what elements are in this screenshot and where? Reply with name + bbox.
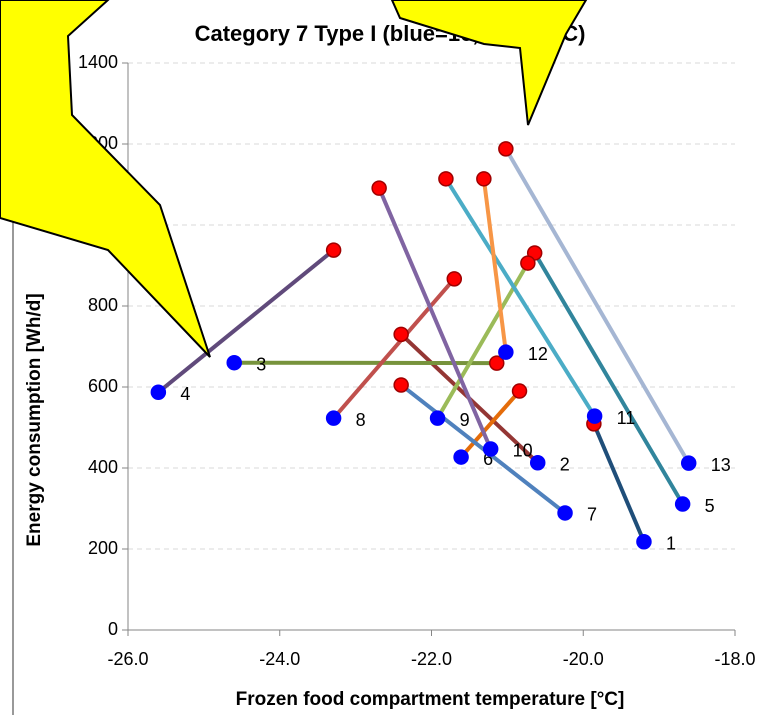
data-point [557,505,573,521]
data-point [453,449,469,465]
data-point [150,384,167,401]
point-label: 4 [180,384,190,404]
y-tick-label: 1400 [78,52,118,72]
pair-line [459,389,522,459]
y-tick-label: 0 [108,619,118,639]
data-point [636,533,652,550]
data-point [476,171,492,187]
point-label: 3 [256,354,266,374]
point-label: 1 [666,533,676,553]
point-label: 11 [617,408,636,428]
y-tick-label: 200 [88,538,118,558]
pair-line [504,147,691,465]
x-tick-label: -20.0 [563,649,604,669]
pair-line [444,177,597,418]
point-label: 5 [705,496,715,516]
x-tick-label: -18.0 [714,649,755,669]
callout [0,0,211,358]
pair-line [332,277,456,420]
y-tick-label: 600 [88,376,118,396]
pair-line [157,248,335,394]
data-point [511,383,528,399]
pair-line [592,423,646,543]
data-point [325,410,342,426]
x-axis-title: Frozen food compartment temperature [°C] [236,689,625,710]
y-axis-title: Energy consumption [Wh/d] [24,293,45,546]
x-tick-label: -24.0 [259,649,300,669]
pair-line [377,187,493,450]
data-point [498,141,514,157]
data-point [393,326,409,343]
point-label: 7 [587,505,597,525]
point-label: 12 [528,344,548,364]
data-point [680,455,697,471]
x-tick-label: -22.0 [411,649,452,669]
data-point [446,271,463,287]
point-label: 13 [711,455,731,475]
data-point [529,454,546,471]
data-point [226,354,242,371]
x-tick-label: -26.0 [107,649,148,669]
pair-line [481,178,508,353]
data-point [371,180,387,196]
point-label: 2 [560,454,570,474]
data-point [489,355,505,371]
y-tick-label: 400 [88,457,118,477]
data-point [586,408,603,424]
data-point [674,496,691,512]
point-label: 9 [460,410,470,430]
callout [390,0,588,126]
data-point [520,255,536,271]
data-point [429,410,446,426]
data-point [482,441,499,457]
point-label: 8 [356,410,366,430]
data-point [393,377,409,393]
point-label: 6 [483,449,493,469]
data-point [438,171,454,187]
data-point [325,242,342,258]
pair-line [532,251,685,506]
point-label: 10 [513,441,533,461]
y-tick-label: 800 [88,295,118,315]
data-point [498,344,514,360]
grid: 0200400600800100012001400-26.0-24.0-22.0… [78,52,756,669]
